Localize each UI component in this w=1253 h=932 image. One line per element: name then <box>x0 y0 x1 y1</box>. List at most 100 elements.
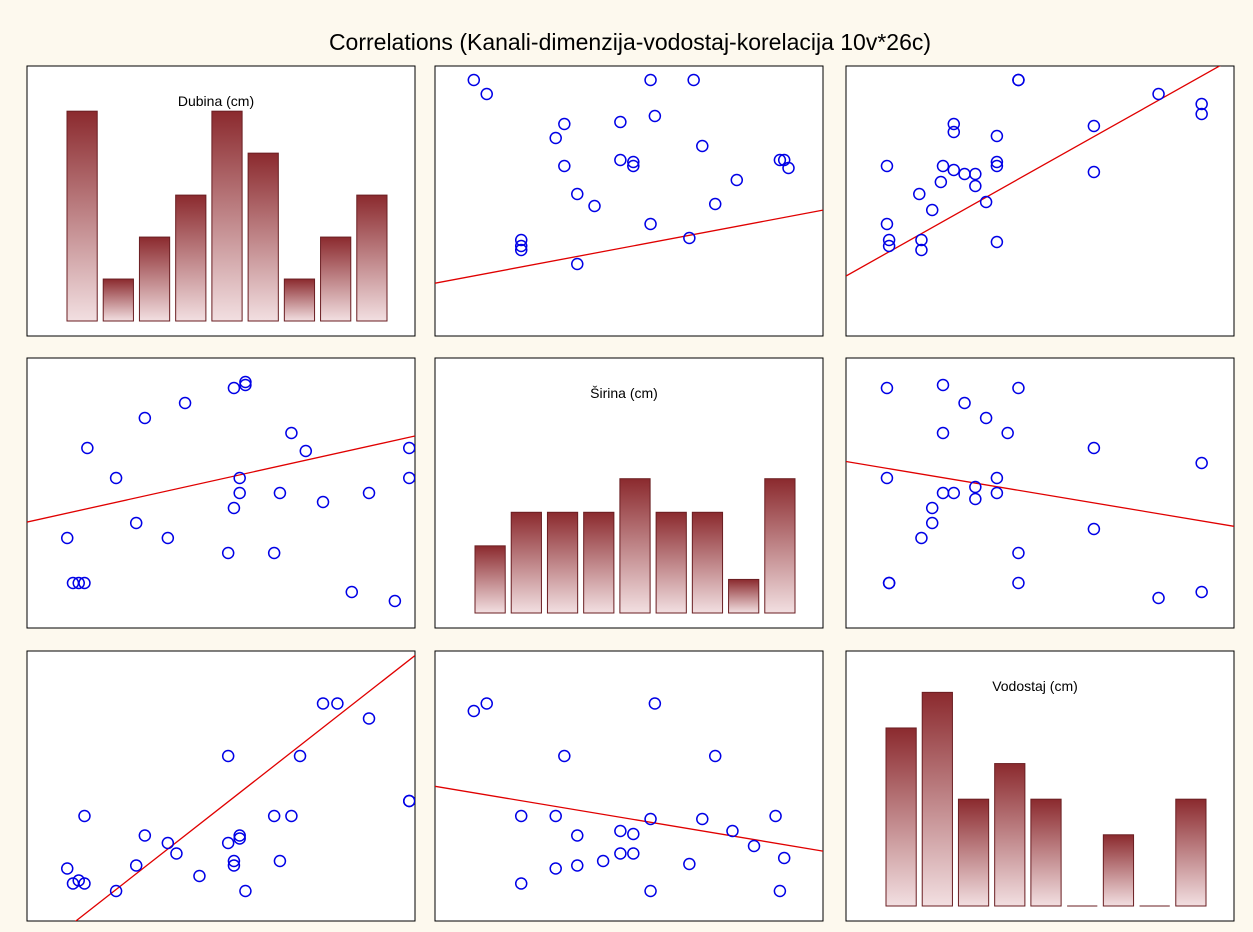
scatter-point <box>915 233 928 247</box>
scatter-point <box>915 531 928 545</box>
histogram-title: Dubina (cm) <box>178 93 254 109</box>
scatter-point <box>1152 87 1165 101</box>
scatter-point <box>267 809 281 823</box>
histogram-bar <box>356 194 388 322</box>
scatter-point <box>81 441 94 455</box>
panel-frame <box>434 650 824 922</box>
scatter-point <box>979 411 993 425</box>
scatter-point <box>1195 456 1208 470</box>
scatter-point <box>138 411 152 425</box>
scatter-point <box>979 195 993 209</box>
scatter-point <box>990 235 1004 249</box>
histogram-bar <box>691 511 724 614</box>
scatter-point <box>78 877 91 890</box>
scatter-point <box>1195 107 1208 121</box>
scatter-point <box>747 839 761 853</box>
panel-frame <box>845 65 1235 337</box>
scatter-point <box>549 862 562 875</box>
scatter-point <box>683 857 696 871</box>
scatter-point <box>239 375 252 389</box>
scatter-point <box>880 471 894 485</box>
panel-dubina-vs-vodostaj <box>845 65 1235 337</box>
histogram-bar <box>175 194 207 322</box>
scatter-point <box>193 869 206 883</box>
scatter-point <box>549 131 562 145</box>
histogram-bar <box>764 478 796 614</box>
scatter-point <box>362 712 376 725</box>
scatter-point <box>467 704 481 718</box>
regression-line <box>435 209 823 284</box>
scatter-point <box>627 847 640 860</box>
scatter-point <box>1001 426 1014 440</box>
scatter-point <box>233 832 246 845</box>
scatter-point <box>403 794 415 808</box>
scatter-point <box>227 859 241 872</box>
scatter-point <box>934 175 948 189</box>
scatter-point <box>773 884 787 898</box>
scatter-point <box>969 179 982 193</box>
scatter-point <box>627 827 640 841</box>
scatter-point <box>925 516 939 530</box>
panel-grid: Dubina (cm) Širina (cm) Vodostaj (cm) <box>26 65 1235 922</box>
panel-vodostaj-vs-sirina <box>434 650 824 922</box>
panel-frame <box>26 357 416 629</box>
scatter-point <box>129 516 143 530</box>
scatter-point <box>588 199 601 213</box>
histogram-bar <box>1175 798 1207 907</box>
scatter-point <box>233 486 246 500</box>
panel-vodostaj-vs-dubina <box>26 650 416 922</box>
scatter-point <box>708 197 722 211</box>
scatter-point <box>773 153 787 167</box>
histogram-bar <box>247 152 279 322</box>
histogram-title: Širina (cm) <box>590 385 658 401</box>
scatter-point <box>480 87 493 101</box>
histogram-bar <box>957 798 990 907</box>
scatter-point <box>345 585 359 599</box>
scatter-point <box>913 187 926 201</box>
scatter-point <box>644 217 657 231</box>
scatter-point <box>227 501 241 515</box>
scatter-point <box>514 809 528 823</box>
scatter-point <box>161 531 175 545</box>
histogram-bar <box>546 511 579 614</box>
histogram-bar <box>510 511 542 614</box>
panel-frame <box>26 650 416 922</box>
scatter-point <box>227 381 241 395</box>
scatter-point <box>627 159 640 173</box>
histogram-bar <box>320 236 352 322</box>
scatter-point <box>777 851 791 865</box>
scatter-point <box>403 441 415 455</box>
scatter-point <box>596 854 610 868</box>
scatter-point <box>915 243 928 257</box>
scatter-point <box>72 874 85 887</box>
scatter-point <box>221 836 235 850</box>
scatter-point <box>990 155 1004 169</box>
histogram-bar <box>1102 834 1135 907</box>
regression-line <box>435 785 823 852</box>
scatter-point <box>969 492 982 506</box>
scatter-point <box>558 159 571 173</box>
scatter-point <box>990 159 1004 173</box>
regression-line <box>846 66 1221 277</box>
scatter-point <box>696 812 709 826</box>
scatter-point <box>331 697 344 710</box>
figure-title: Correlations (Kanali-dimenzija-vodostaj-… <box>329 29 931 55</box>
scatter-point <box>239 884 252 898</box>
scatter-point <box>990 129 1004 143</box>
scatter-point <box>362 486 376 500</box>
histogram-title: Vodostaj (cm) <box>992 678 1078 694</box>
scatter-point <box>644 884 657 898</box>
scatter-point <box>990 486 1004 500</box>
scatter-point <box>990 471 1004 485</box>
panel-sirina-vs-vodostaj <box>845 357 1235 629</box>
scatter-point <box>936 378 950 392</box>
scatter-point <box>571 829 584 842</box>
regression-line <box>27 435 415 523</box>
scatter-point <box>558 117 571 131</box>
panel-vodostaj-histogram: Vodostaj (cm) <box>845 650 1235 922</box>
scatter-point <box>648 697 662 710</box>
scatter-point <box>285 426 298 440</box>
scatter-point <box>969 167 982 181</box>
scatter-point <box>1012 546 1025 560</box>
